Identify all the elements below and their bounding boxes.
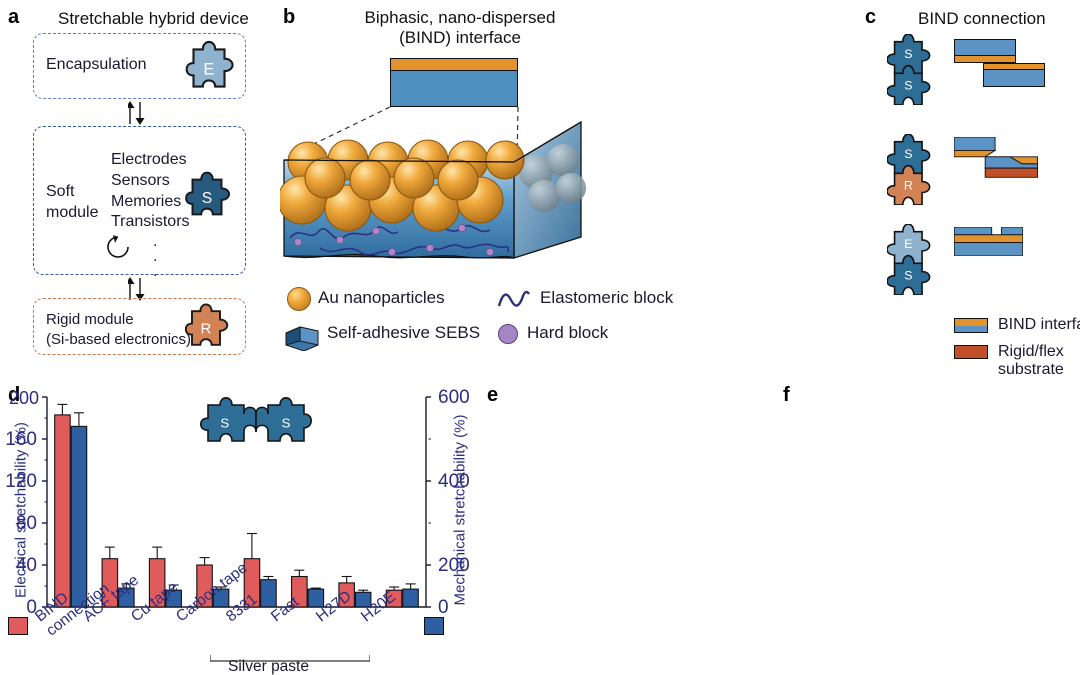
svg-text:S: S <box>282 416 291 431</box>
svg-text:S: S <box>220 416 229 431</box>
svg-text:E: E <box>203 59 214 78</box>
svg-text:200: 200 <box>9 388 39 408</box>
svg-text:E: E <box>904 237 912 251</box>
svg-text:R: R <box>904 179 913 193</box>
svg-text:S: S <box>202 190 212 207</box>
svg-text:S: S <box>904 79 912 93</box>
svg-text:S: S <box>904 147 912 161</box>
svg-text:S: S <box>904 269 912 283</box>
svg-text:S: S <box>904 47 912 61</box>
svg-text:R: R <box>201 321 212 338</box>
svg-text:0: 0 <box>438 597 449 618</box>
